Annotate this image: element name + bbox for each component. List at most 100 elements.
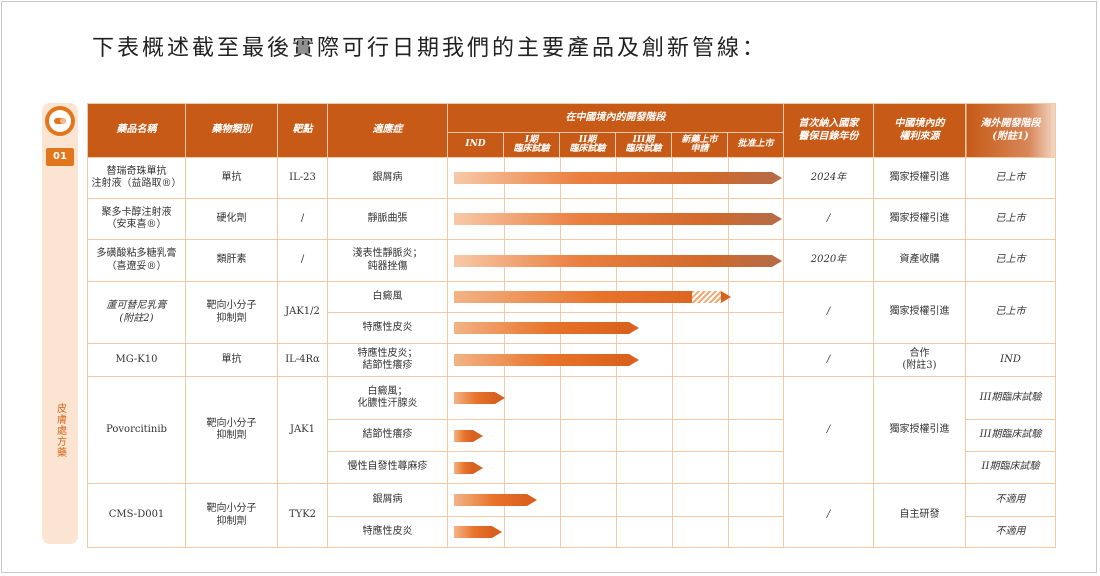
nrdl-year: 2020年 <box>783 239 874 282</box>
overseas-stage: 已上市 <box>965 157 1056 199</box>
overseas-stage: III期臨床試驗 <box>965 376 1056 420</box>
stage-bar-cell <box>447 483 784 517</box>
rights-source: 獨家授權引進 <box>873 281 966 344</box>
progress-bar <box>454 291 731 303</box>
overseas-stage: III期臨床試驗 <box>965 419 1056 452</box>
rights-source: 獨家授權引進 <box>873 376 966 484</box>
overseas-stage: 已上市 <box>965 198 1056 240</box>
header-stage-group: 在中國境內的開發階段 <box>447 103 784 133</box>
rights-source: 合作 (附註3) <box>873 343 966 377</box>
progress-bar <box>454 429 483 442</box>
header-nrdl: 首次納入國家 醫保目錄年份 <box>783 103 874 158</box>
table-row: MG-K10 單抗 IL-4Rα 特應性皮炎； 結節性癢疹 / 合作 (附註3) IND <box>87 343 1056 377</box>
drug-type: 單抗 <box>185 343 278 377</box>
progress-bar <box>454 526 502 538</box>
stage-bar-cell <box>447 198 784 240</box>
page-title: 下表概述截至最後實際可行日期我們的主要產品及創新管線： <box>92 36 768 61</box>
stage-bar-cell <box>447 376 784 420</box>
category-label: 皮膚處方藥 <box>54 403 66 458</box>
indication: 結節性癢疹 <box>327 419 448 452</box>
target: IL-23 <box>277 157 328 199</box>
product-name: 多磺酸粘多糖乳膏 （喜遼妥®） <box>87 239 186 282</box>
table-row: 蘆可替尼乳膏 (附註2) 靶向小分子 抑制劑 JAK1/2 白癜風 / 獨家授權引進 已上市 <box>87 281 1056 344</box>
table-row: CMS-D001 靶向小分子 抑制劑 TYK2 銀屑病 / 自主研發 不適用 <box>87 483 1056 548</box>
indication: 靜脈曲張 <box>327 198 448 240</box>
table-row: 替瑞奇珠單抗 注射液（益路取®） 單抗 IL-23 銀屑病 2024年 獨家授權引進 已上市 <box>87 157 1056 199</box>
overseas-stage: IND <box>965 343 1056 377</box>
nrdl-year: 2024年 <box>783 157 874 199</box>
drug-type: 靶向小分子 抑制劑 <box>185 281 278 344</box>
nrdl-year: / <box>783 281 874 344</box>
progress-bar <box>454 461 483 474</box>
target: JAK1 <box>277 376 328 484</box>
drug-type: 類肝素 <box>185 239 278 282</box>
progress-bar <box>454 213 782 225</box>
table-row: 聚多卡醇注射液 （安束喜®） 硬化劑 / 靜脈曲張 / 獨家授權引進 已上市 <box>87 198 1056 240</box>
table-row: 結節性癢疹 III期臨床試驗 <box>88 419 1056 452</box>
header-stage: I期 臨床試驗 <box>503 132 560 158</box>
rights-source: 自主研發 <box>873 483 966 548</box>
table-row: 特應性皮炎 不適用 <box>88 516 1056 548</box>
overseas-stage: 已上市 <box>965 281 1056 344</box>
target: / <box>277 198 328 240</box>
indication: 慢性自發性蕁麻疹 <box>327 451 448 484</box>
progress-bar <box>454 494 537 506</box>
stage-bar-cell <box>447 312 784 344</box>
indication: 淺表性靜脈炎； 鈍器挫傷 <box>327 239 448 282</box>
header-stage: II期 臨床試驗 <box>559 132 616 158</box>
header-stage: 批准上市 <box>727 132 784 158</box>
stage-bar-cell <box>447 239 784 282</box>
overseas-stage: 不適用 <box>965 483 1056 517</box>
product-name: Povorcitinib <box>87 376 186 484</box>
indication: 特應性皮炎； 結節性癢疹 <box>327 343 448 377</box>
header-stage: IND <box>447 132 504 158</box>
drug-type: 靶向小分子 抑制劑 <box>185 376 278 484</box>
drug-type: 靶向小分子 抑制劑 <box>185 483 278 548</box>
table-row: 慢性自發性蕁麻疹 II期臨床試驗 <box>88 451 1056 484</box>
nrdl-year: / <box>783 198 874 240</box>
stage-bar-cell <box>447 157 784 199</box>
product-name: CMS-D001 <box>87 483 186 548</box>
drug-type: 單抗 <box>185 157 278 199</box>
header-name: 藥品名稱 <box>87 103 186 158</box>
overseas-stage: II期臨床試驗 <box>965 451 1056 484</box>
header-stage: III期 臨床試驗 <box>615 132 672 158</box>
header-indication: 適應症 <box>327 103 448 158</box>
target: IL-4Rα <box>277 343 328 377</box>
nrdl-year: / <box>783 376 874 484</box>
table-row: 特應性皮炎 <box>88 312 1056 344</box>
progress-bar <box>454 392 505 404</box>
progress-bar <box>454 172 782 184</box>
drug-type: 硬化劑 <box>185 198 278 240</box>
rights-source: 獨家授權引進 <box>873 198 966 240</box>
rights-source: 資產收購 <box>873 239 966 282</box>
nrdl-year: / <box>783 343 874 377</box>
nrdl-year: / <box>783 483 874 548</box>
product-name: 聚多卡醇注射液 （安束喜®） <box>87 198 186 240</box>
stage-bar-cell <box>447 451 784 484</box>
indication: 特應性皮炎 <box>327 516 448 548</box>
indication: 特應性皮炎 <box>327 312 448 344</box>
table-row: 多磺酸粘多糖乳膏 （喜遼妥®） 類肝素 / 淺表性靜脈炎； 鈍器挫傷 2020年 資產收購… <box>87 239 1056 282</box>
stage-bar-cell <box>447 516 784 548</box>
target: JAK1/2 <box>277 281 328 344</box>
rights-source: 獨家授權引進 <box>873 157 966 199</box>
indication: 白癜風； 化膿性汗腺炎 <box>327 376 448 420</box>
overseas-stage: 已上市 <box>965 239 1056 282</box>
header-drug-type: 藥物類別 <box>185 103 278 158</box>
category-strip: 01 皮膚處方藥 <box>42 103 78 544</box>
target: / <box>277 239 328 282</box>
target: TYK2 <box>277 483 328 548</box>
capsule-logo-icon <box>45 106 75 136</box>
progress-bar <box>454 254 782 267</box>
header-overseas: 海外開發階段 (附註1) <box>965 103 1056 158</box>
header-target: 靶點 <box>277 103 328 158</box>
product-name: MG-K10 <box>87 343 186 377</box>
header-stage: 新藥上市 申請 <box>671 132 728 158</box>
overseas-stage: 不適用 <box>965 516 1056 548</box>
stage-bar-cell <box>447 343 784 377</box>
stage-bar-cell <box>447 419 784 452</box>
progress-bar <box>454 354 639 366</box>
product-name: 替瑞奇珠單抗 注射液（益路取®） <box>87 157 186 199</box>
